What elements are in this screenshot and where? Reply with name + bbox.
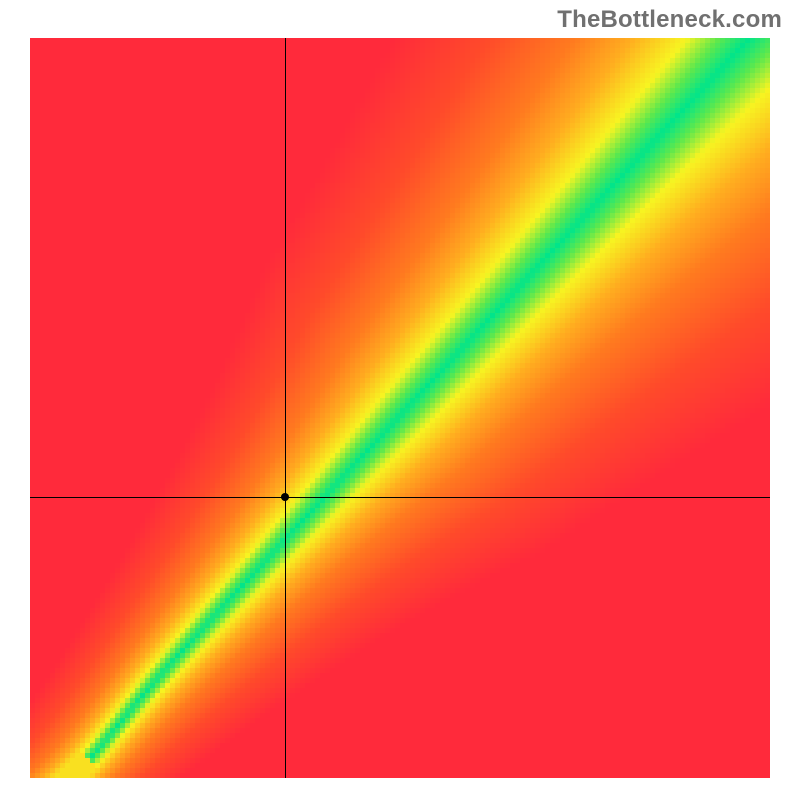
crosshair-vertical (285, 38, 286, 778)
data-point-marker (281, 493, 289, 501)
watermark-text: TheBottleneck.com (557, 6, 782, 34)
crosshair-horizontal (30, 497, 770, 498)
heatmap-canvas (30, 38, 770, 778)
heatmap-plot (30, 38, 770, 778)
